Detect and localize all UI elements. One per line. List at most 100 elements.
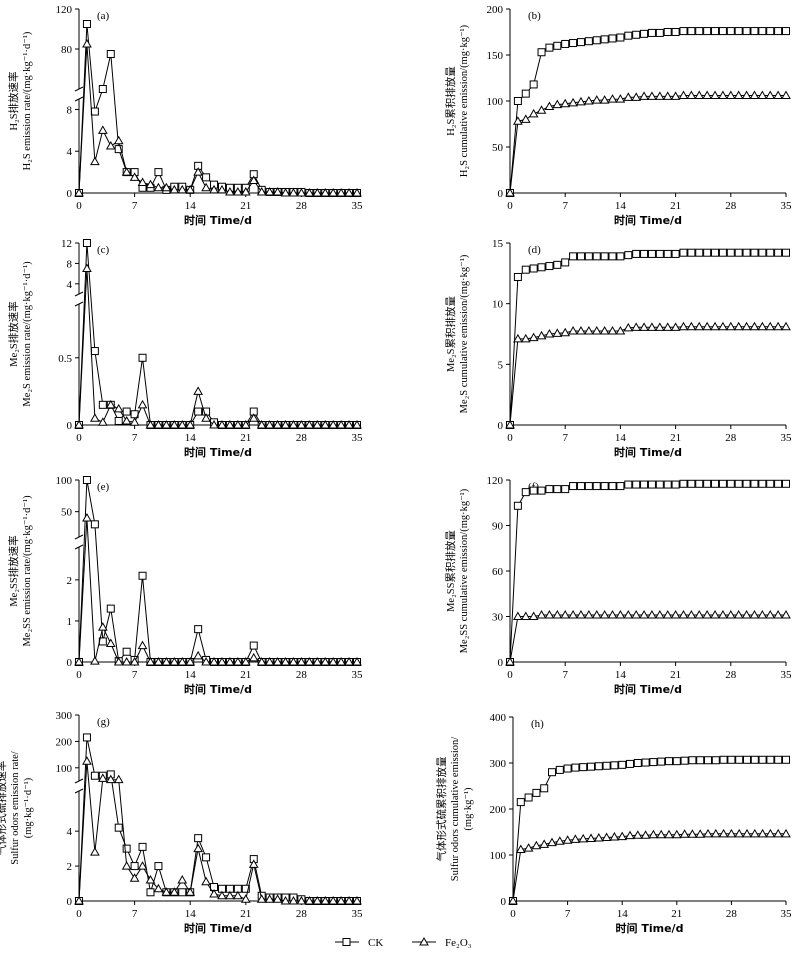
square-marker bbox=[663, 28, 672, 36]
series-ck bbox=[75, 239, 361, 429]
square-marker bbox=[766, 27, 775, 36]
square-marker bbox=[194, 834, 203, 843]
square-marker bbox=[138, 353, 147, 362]
triangle-marker bbox=[568, 97, 578, 107]
triangle-marker bbox=[599, 609, 610, 619]
triangle-marker bbox=[560, 98, 571, 108]
triangle-marker bbox=[505, 419, 515, 429]
y-axis-label: H₂S排放速率 bbox=[7, 71, 20, 130]
square-marker bbox=[521, 488, 530, 497]
triangle-marker bbox=[320, 187, 331, 197]
triangle-marker bbox=[304, 895, 315, 905]
square-marker bbox=[545, 485, 554, 494]
triangle-marker bbox=[647, 322, 657, 331]
triangle-marker bbox=[539, 839, 550, 848]
series-fe2o3 bbox=[74, 38, 362, 197]
square-marker bbox=[114, 823, 123, 832]
triangle-marker bbox=[344, 419, 354, 429]
square-marker bbox=[90, 347, 99, 356]
triangle-marker bbox=[145, 179, 156, 189]
square-marker bbox=[647, 249, 656, 258]
square-marker bbox=[703, 479, 712, 488]
square-marker bbox=[569, 252, 578, 261]
triangle-marker bbox=[129, 656, 140, 666]
y-tick-label: 5 bbox=[498, 359, 504, 371]
chart-panel-f: 0 7 14 21 28 35 0 30 60 90 120 时间 Time/d Me₂SS累积排放量 M… bbox=[444, 475, 792, 696]
legend-label: Fe₂O₃ bbox=[445, 937, 472, 949]
square-marker bbox=[719, 755, 728, 764]
triangle-marker bbox=[623, 322, 634, 332]
triangle-marker bbox=[97, 417, 108, 426]
x-tick-label: 0 bbox=[507, 432, 513, 444]
triangle-marker bbox=[765, 321, 776, 331]
triangle-marker bbox=[591, 95, 602, 104]
square-marker bbox=[734, 248, 743, 257]
triangle-marker bbox=[304, 419, 315, 429]
triangle-marker bbox=[686, 609, 697, 619]
square-marker bbox=[138, 571, 147, 580]
triangle-marker bbox=[520, 611, 531, 620]
x-axis-label: 时间 Time/d bbox=[184, 445, 252, 459]
triangle-marker bbox=[523, 843, 534, 852]
chart-panel-h: 0 7 14 21 28 35 0 100 200 300 400 时间 Time/d 气体形式硫累积排… bbox=[435, 712, 792, 935]
triangle-marker bbox=[749, 609, 760, 619]
x-tick-label: 28 bbox=[726, 908, 738, 920]
triangle-marker bbox=[296, 656, 307, 666]
square-marker bbox=[758, 248, 767, 257]
triangle-marker bbox=[749, 321, 760, 331]
x-axis-label: 时间 Time/d bbox=[184, 682, 252, 696]
triangle-marker bbox=[552, 99, 563, 109]
y-axis-label: Me₂S累积排放量 bbox=[444, 296, 457, 372]
triangle-marker bbox=[240, 894, 251, 903]
triangle-marker bbox=[670, 322, 681, 331]
x-tick-label: 14 bbox=[185, 200, 197, 212]
square-marker bbox=[726, 248, 735, 257]
triangle-marker bbox=[225, 419, 235, 429]
triangle-marker bbox=[670, 609, 681, 619]
square-marker bbox=[758, 755, 767, 764]
triangle-marker bbox=[536, 609, 547, 619]
x-tick-label: 14 bbox=[615, 432, 627, 444]
triangle-marker bbox=[520, 114, 531, 123]
square-marker bbox=[633, 759, 642, 767]
triangle-marker bbox=[733, 609, 744, 619]
y-tick-label: 0.5 bbox=[58, 353, 72, 365]
triangle-marker bbox=[240, 186, 251, 196]
triangle-marker bbox=[694, 321, 705, 331]
square-marker bbox=[782, 27, 790, 36]
square-marker bbox=[703, 248, 712, 257]
triangle-marker bbox=[640, 830, 651, 839]
triangle-marker bbox=[328, 419, 339, 429]
series-ck bbox=[506, 27, 790, 197]
y-tick-label: 10 bbox=[492, 299, 504, 311]
square-marker bbox=[679, 248, 688, 257]
triangle-marker bbox=[105, 638, 116, 648]
square-marker bbox=[553, 41, 562, 50]
square-marker bbox=[194, 625, 203, 634]
triangle-marker bbox=[137, 640, 148, 650]
square-marker bbox=[750, 479, 759, 488]
triangle-marker bbox=[121, 861, 132, 870]
triangle-marker bbox=[733, 321, 744, 331]
triangle-marker bbox=[632, 830, 643, 839]
y-tick-label: 0 bbox=[67, 896, 73, 908]
square-marker bbox=[521, 89, 530, 98]
triangle-marker bbox=[177, 184, 188, 194]
triangle-marker bbox=[725, 321, 736, 331]
square-marker bbox=[516, 798, 525, 807]
series-fe2o3 bbox=[508, 828, 791, 905]
triangle-marker bbox=[670, 91, 681, 100]
square-marker bbox=[750, 755, 759, 764]
square-marker bbox=[726, 27, 735, 36]
triangle-marker bbox=[710, 90, 720, 99]
y-tick-label: 0 bbox=[498, 420, 504, 432]
triangle-marker bbox=[733, 90, 744, 99]
square-marker bbox=[106, 604, 115, 613]
triangle-marker bbox=[647, 609, 657, 619]
square-marker bbox=[766, 248, 775, 257]
square-marker bbox=[146, 888, 155, 897]
triangle-marker bbox=[248, 859, 259, 868]
y-axis-label: Me₂SS emission rate/(mg·kg⁻¹·d⁻¹) bbox=[22, 495, 33, 647]
triangle-marker bbox=[82, 263, 92, 272]
triangle-marker bbox=[209, 184, 219, 194]
